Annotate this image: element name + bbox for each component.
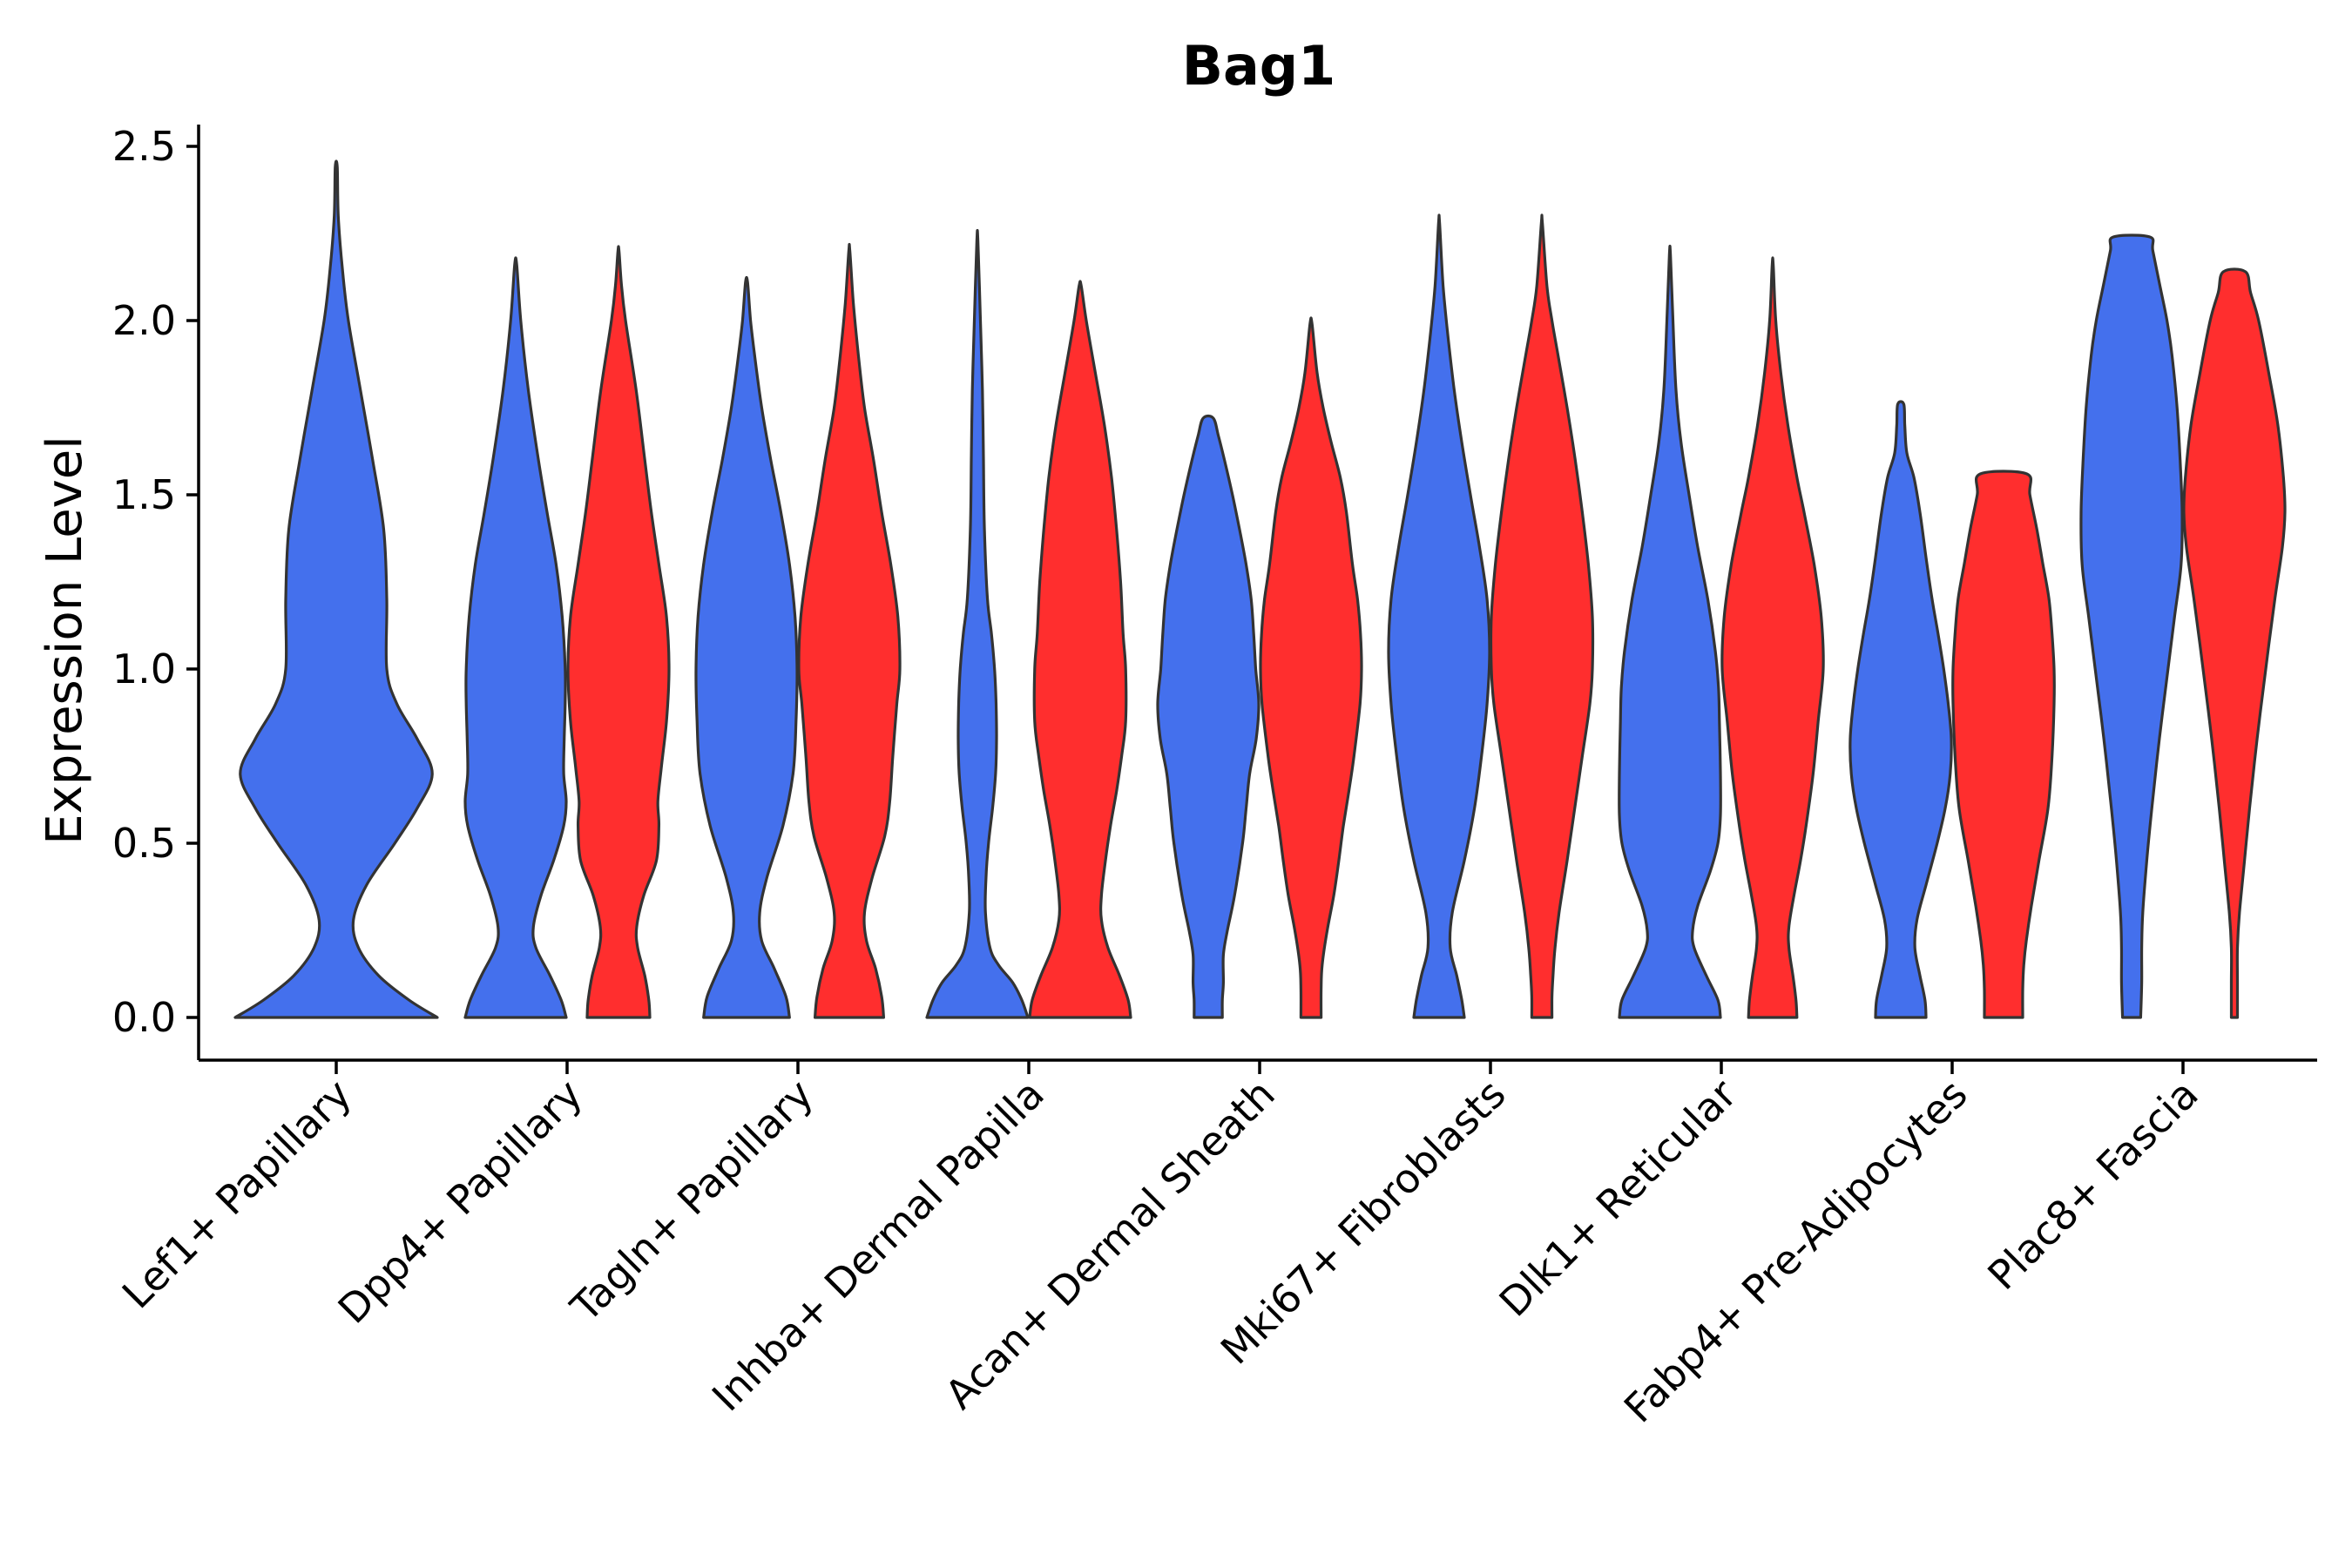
violin-2-blue [694, 275, 799, 1019]
violin-4-red [1259, 316, 1363, 1019]
y-tick-label: 1.0 [112, 645, 176, 693]
x-tick-label: Dpp4+ Papillary [329, 1071, 591, 1333]
y-tick-label: 2.0 [112, 297, 176, 344]
violin-1-blue [463, 256, 568, 1019]
violin-5-blue [1387, 213, 1491, 1019]
x-tick-label: Lef1+ Papillary [113, 1071, 361, 1318]
violin-2-red [797, 242, 902, 1019]
violin-3-red [1028, 280, 1132, 1019]
y-tick-label: 2.5 [112, 123, 176, 170]
violin-5-red [1489, 213, 1595, 1019]
violin-0-blue [233, 159, 439, 1019]
violin-7-blue [1848, 400, 1953, 1019]
y-tick-label: 0.5 [112, 820, 176, 867]
violin-7-red [1951, 470, 2056, 1019]
x-tick-label: Plac8+ Fascia [1978, 1071, 2207, 1299]
chart-title: Bag1 [1182, 34, 1336, 98]
y-axis-label: Expression Level [37, 436, 93, 845]
violin-1-red [566, 245, 671, 1019]
violin-6-red [1720, 256, 1825, 1019]
y-tick-label: 0.0 [112, 994, 176, 1041]
violin-8-red [2182, 267, 2287, 1019]
violin-layer [233, 159, 2287, 1019]
violin-6-blue [1618, 244, 1722, 1019]
violin-4-blue [1156, 414, 1260, 1019]
x-tick-label: Dlk1+ Reticular [1490, 1071, 1746, 1326]
violin-8-blue [2079, 233, 2184, 1019]
x-tick-label: Tagln+ Papillary [561, 1071, 822, 1332]
y-tick-label: 1.5 [112, 471, 176, 518]
violin-3-blue [925, 228, 1030, 1019]
